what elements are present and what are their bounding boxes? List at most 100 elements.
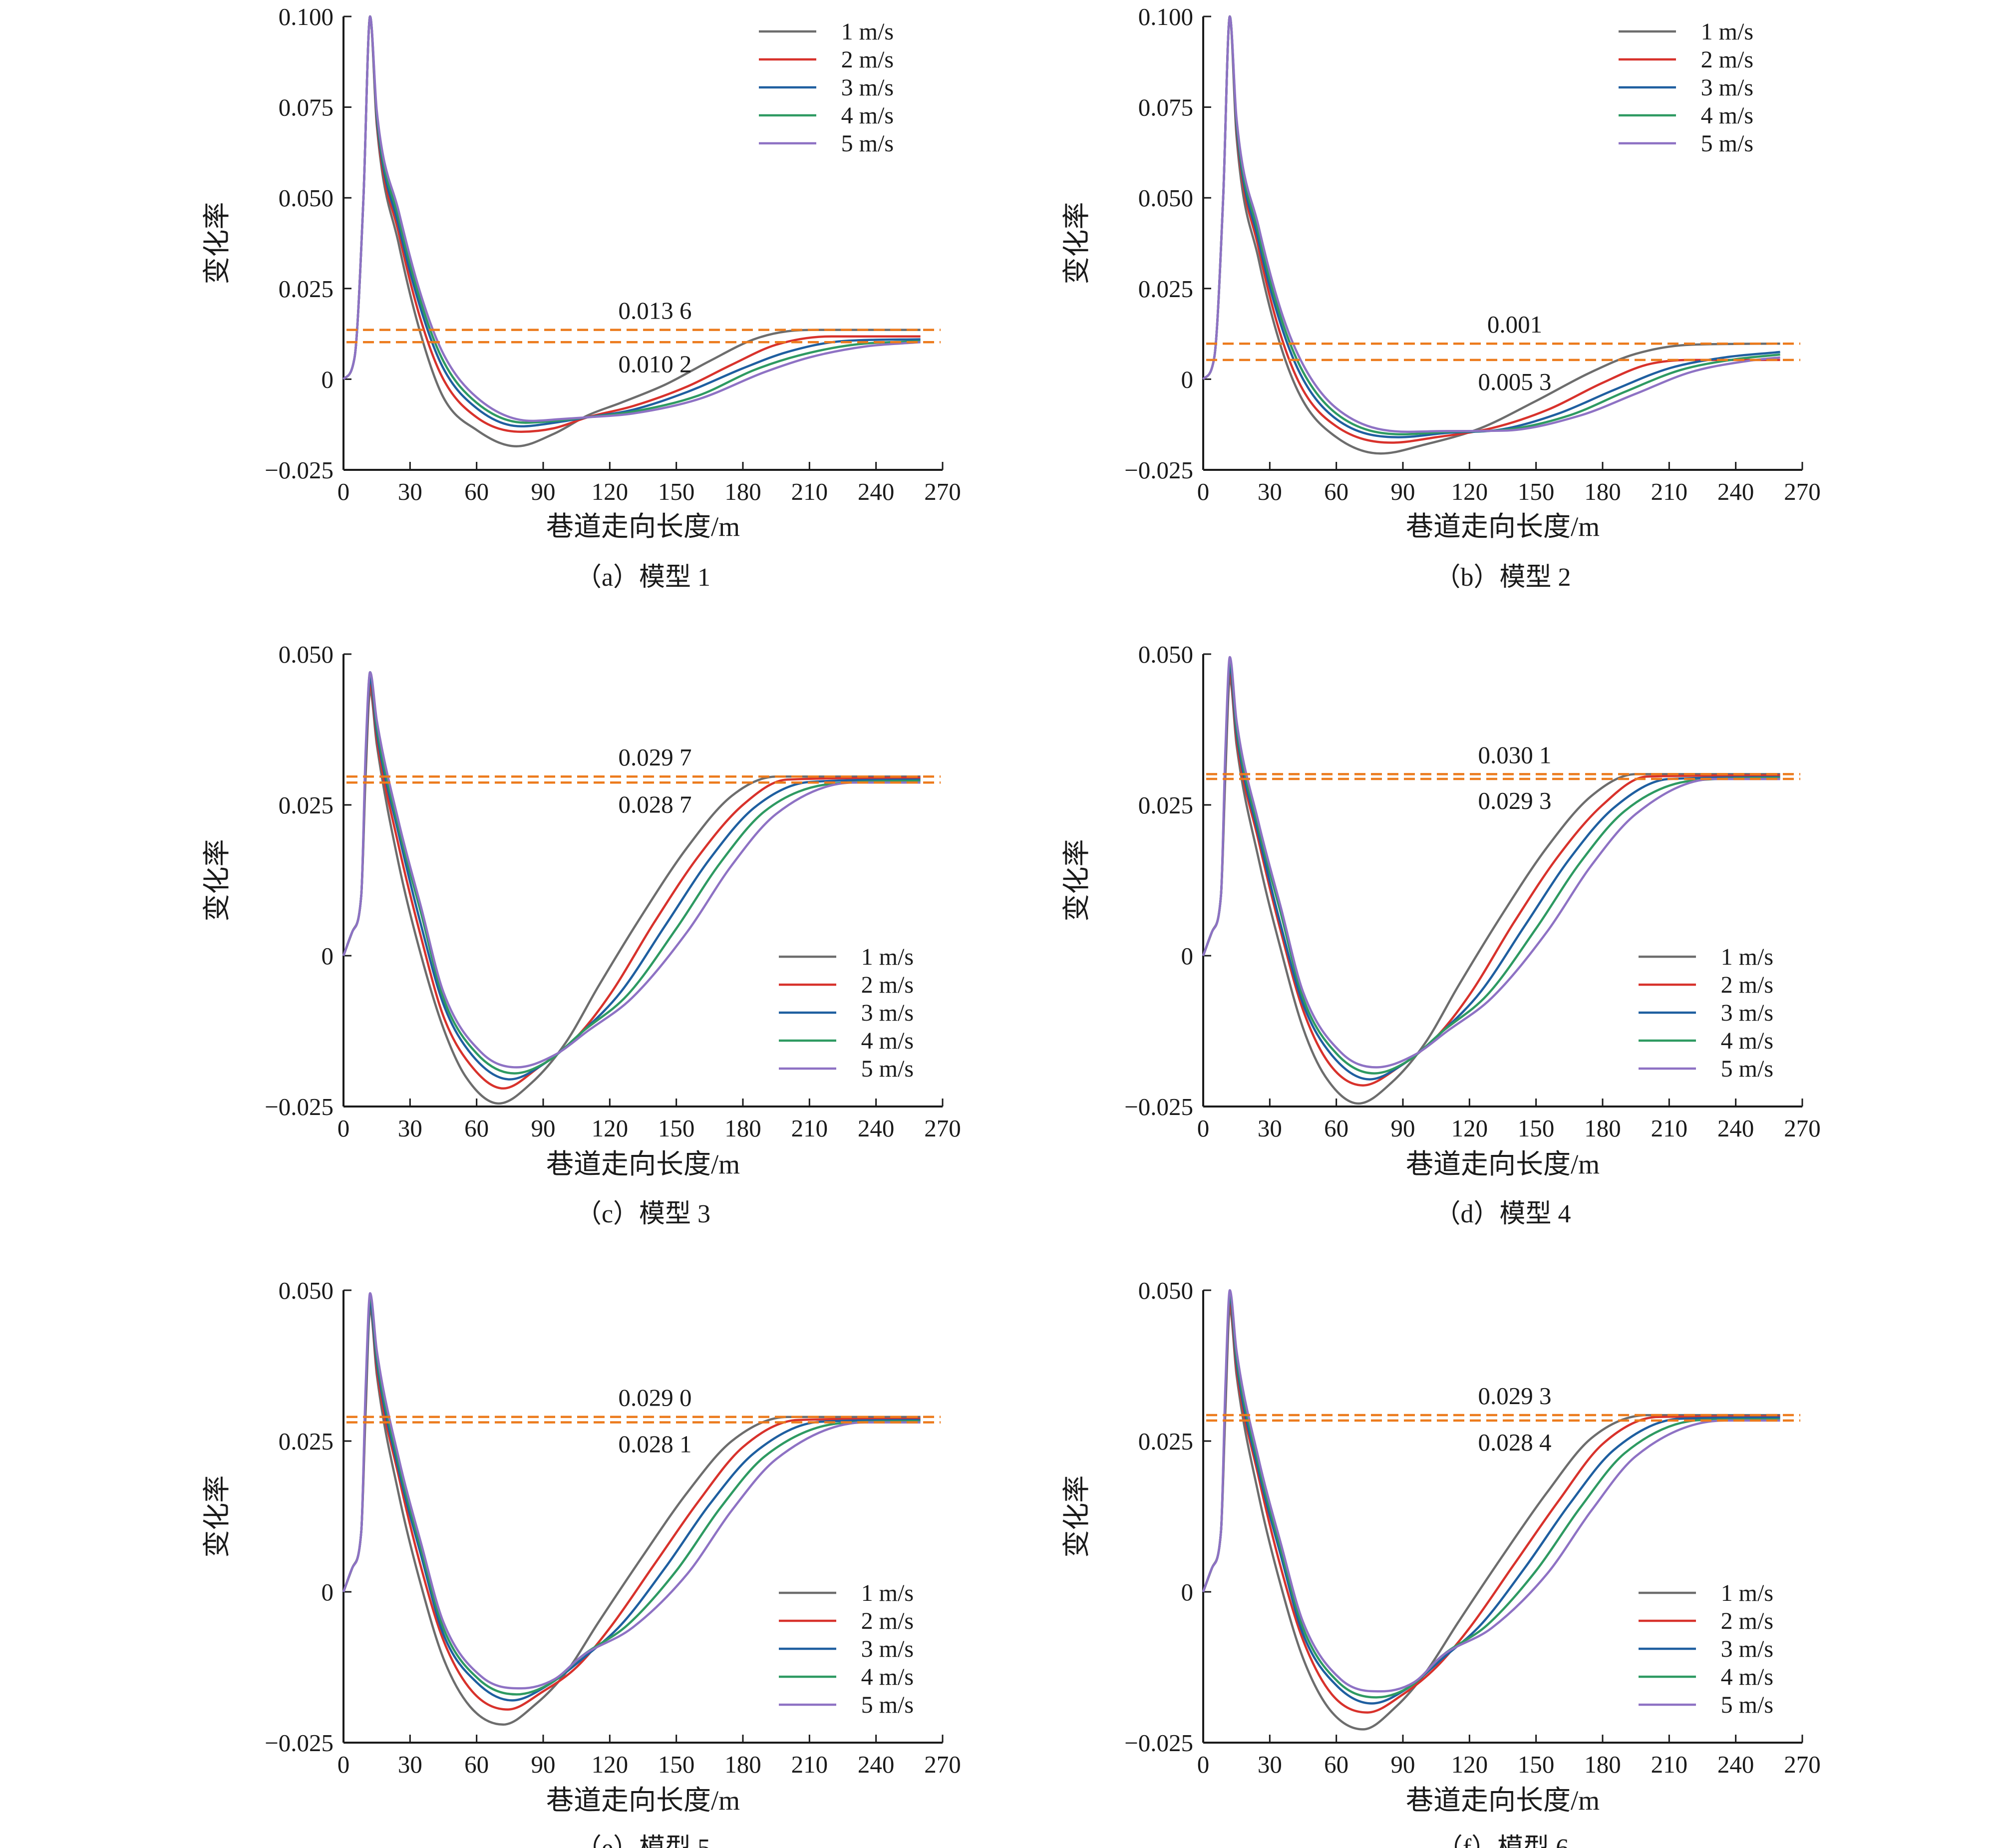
x-tick-label: 0 xyxy=(337,1114,350,1142)
x-tick-label: 90 xyxy=(531,1751,556,1778)
legend-label-1: 1 m/s xyxy=(1721,1580,1773,1606)
x-tick-label: 210 xyxy=(791,478,828,505)
x-tick-label: 90 xyxy=(531,1114,556,1142)
x-tick-label: 180 xyxy=(1584,478,1621,505)
x-tick-label: 90 xyxy=(1391,1114,1415,1142)
x-tick-label: 180 xyxy=(724,478,761,505)
x-tick-label: 180 xyxy=(724,1751,761,1778)
x-tick-label: 90 xyxy=(1391,1751,1415,1778)
legend-label-2: 2 m/s xyxy=(1721,972,1773,998)
y-tick-label: 0 xyxy=(322,366,334,393)
legend: 1 m/s2 m/s3 m/s4 m/s5 m/s xyxy=(779,944,914,1082)
panel-caption: （e）模型 5 xyxy=(576,1834,710,1848)
x-tick-label: 210 xyxy=(791,1114,828,1142)
x-tick-label: 30 xyxy=(1258,478,1282,505)
panel-caption: （c）模型 3 xyxy=(576,1200,710,1228)
legend-label-2: 2 m/s xyxy=(861,972,914,998)
y-axis-title: 变化率 xyxy=(202,202,232,284)
x-tick-label: 150 xyxy=(658,1114,695,1142)
legend-label-5: 5 m/s xyxy=(1721,1692,1773,1718)
legend: 1 m/s2 m/s3 m/s4 m/s5 m/s xyxy=(1639,944,1773,1082)
x-tick-label: 60 xyxy=(464,1114,489,1142)
x-tick-label: 150 xyxy=(658,478,695,505)
y-tick-label: 0 xyxy=(322,942,334,970)
legend-label-4: 4 m/s xyxy=(861,1664,914,1690)
x-tick-label: 30 xyxy=(1258,1751,1282,1778)
x-tick-label: 60 xyxy=(1324,1114,1348,1142)
y-tick-label: −0.025 xyxy=(265,456,334,484)
x-tick-label: 210 xyxy=(1651,1114,1688,1142)
legend-label-3: 3 m/s xyxy=(1721,1636,1773,1662)
series-line-3 xyxy=(342,677,921,1081)
legend-label-3: 3 m/s xyxy=(861,1636,914,1662)
legend-label-5: 5 m/s xyxy=(1701,130,1753,157)
y-tick-label: 0.025 xyxy=(1138,791,1193,819)
x-tick-label: 0 xyxy=(1197,478,1210,505)
x-tick-label: 210 xyxy=(1651,478,1688,505)
series-line-4 xyxy=(1202,659,1780,1075)
x-tick-label: 180 xyxy=(1584,1751,1621,1778)
y-axis-title: 变化率 xyxy=(1061,202,1092,284)
series-line-3 xyxy=(342,1301,921,1702)
chart-panel-4: 0 30 60 90 120 150 180 210 240 270−0.02500.0250.0… xyxy=(1061,641,1821,1228)
legend-label-5: 5 m/s xyxy=(861,1692,914,1718)
legend-label-1: 1 m/s xyxy=(1701,18,1753,45)
x-tick-label: 0 xyxy=(337,478,350,505)
series-line-1 xyxy=(342,15,921,448)
panel-caption: （b）模型 2 xyxy=(1434,563,1571,592)
x-tick-label: 0 xyxy=(1197,1751,1210,1778)
x-tick-label: 150 xyxy=(1518,1751,1555,1778)
x-tick-label: 210 xyxy=(791,1751,828,1778)
x-tick-label: 60 xyxy=(464,1751,489,1778)
y-tick-label: 0.025 xyxy=(279,1428,334,1455)
x-tick-label: 60 xyxy=(464,478,489,505)
reference-label-1: 0.029 7 xyxy=(619,743,692,771)
x-tick-label: 270 xyxy=(1784,1751,1821,1778)
x-tick-label: 120 xyxy=(592,478,629,505)
series-line-1 xyxy=(342,1307,921,1726)
x-tick-label: 30 xyxy=(398,478,422,505)
x-tick-label: 150 xyxy=(658,1751,695,1778)
chart-panel-5: 0 30 60 90 120 150 180 210 240 270−0.02500.0250.0… xyxy=(202,1277,961,1848)
panel-caption: （a）模型 1 xyxy=(576,563,710,592)
series-line-5 xyxy=(342,1292,921,1690)
chart-panel-6: 0 30 60 90 120 150 180 210 240 270−0.02500.0250.0… xyxy=(1061,1277,1821,1848)
x-tick-label: 270 xyxy=(924,1751,961,1778)
y-tick-label: 0.100 xyxy=(1138,3,1193,30)
series-line-5 xyxy=(1202,1289,1780,1693)
chart-panel-1: 0 30 60 90 120 150 180 210 240 270−0.02500.0250.0… xyxy=(202,3,961,592)
reference-label-2: 0.005 3 xyxy=(1478,368,1552,395)
x-tick-label: 60 xyxy=(1324,1751,1348,1778)
y-tick-label: 0 xyxy=(322,1578,334,1606)
legend-label-4: 4 m/s xyxy=(841,102,894,129)
reference-label-2: 0.029 3 xyxy=(1478,787,1552,814)
legend-label-1: 1 m/s xyxy=(861,1580,914,1606)
legend-label-5: 5 m/s xyxy=(861,1056,914,1082)
x-tick-label: 180 xyxy=(1584,1114,1621,1142)
reference-label-2: 0.028 1 xyxy=(619,1431,692,1458)
series-line-1 xyxy=(1202,1307,1780,1731)
x-tick-label: 120 xyxy=(592,1114,629,1142)
legend-label-5: 5 m/s xyxy=(1721,1056,1773,1082)
x-tick-label: 120 xyxy=(1451,1751,1488,1778)
y-tick-label: 0.075 xyxy=(1138,94,1193,121)
x-tick-label: 150 xyxy=(1518,1114,1555,1142)
reference-label-2: 0.028 4 xyxy=(1478,1429,1552,1456)
legend-label-2: 2 m/s xyxy=(1721,1608,1773,1634)
reference-label-1: 0.030 1 xyxy=(1478,741,1552,768)
panel-caption: （f）模型 6 xyxy=(1437,1834,1569,1848)
x-tick-label: 240 xyxy=(858,1114,895,1142)
x-tick-label: 60 xyxy=(1324,478,1348,505)
legend: 1 m/s2 m/s3 m/s4 m/s5 m/s xyxy=(1639,1580,1773,1718)
x-axis-title: 巷道走向长度/m xyxy=(1406,1149,1600,1179)
series-line-5 xyxy=(342,15,921,422)
legend-label-3: 3 m/s xyxy=(841,74,894,101)
series-line-2 xyxy=(1202,671,1780,1087)
y-axis-title: 变化率 xyxy=(1061,839,1092,921)
legend-label-5: 5 m/s xyxy=(841,130,894,157)
legend: 1 m/s2 m/s3 m/s4 m/s5 m/s xyxy=(779,1580,914,1718)
reference-label-2: 0.010 2 xyxy=(619,350,692,377)
x-tick-label: 270 xyxy=(1784,478,1821,505)
x-tick-label: 30 xyxy=(398,1114,422,1142)
x-axis-title: 巷道走向长度/m xyxy=(546,1785,740,1816)
